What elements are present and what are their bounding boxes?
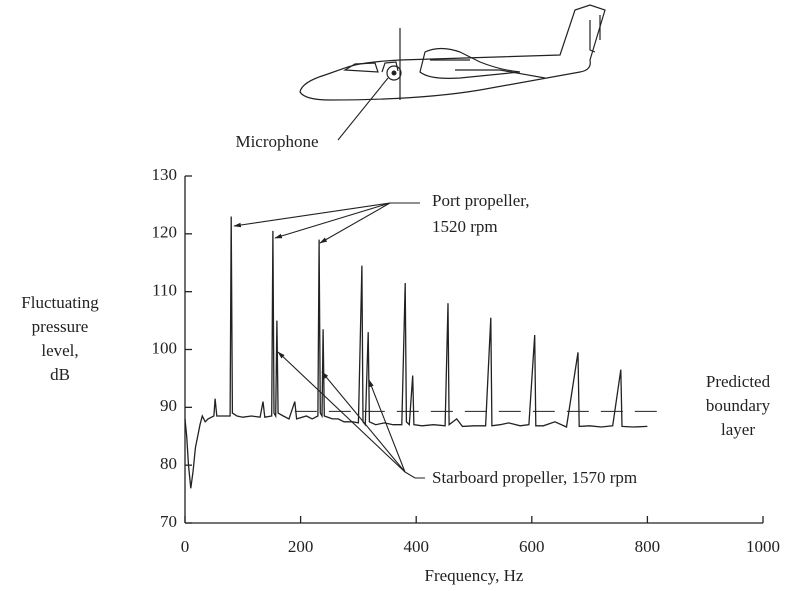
x-axis-label: Frequency, Hz bbox=[425, 566, 524, 585]
spectrum-line bbox=[185, 217, 647, 489]
reference-label: layer bbox=[721, 420, 755, 439]
y-axis-label: level, bbox=[41, 341, 78, 360]
y-tick-label: 90 bbox=[160, 396, 177, 415]
arrow bbox=[234, 203, 390, 226]
arrow bbox=[369, 380, 405, 472]
reference-label: Predicted bbox=[706, 372, 771, 391]
y-tick-label: 130 bbox=[152, 165, 178, 184]
y-tick-label: 110 bbox=[152, 281, 177, 300]
y-axis-label: Fluctuating bbox=[21, 293, 99, 312]
chart: 70 80 90 100 110 120 130 0 200 400 600 800 1000 Frequ… bbox=[0, 0, 790, 591]
arrow bbox=[320, 203, 390, 243]
x-tick-label: 0 bbox=[181, 537, 190, 556]
x-tick-label: 600 bbox=[519, 537, 545, 556]
annotation: Starboard propeller, 1570 rpm bbox=[432, 468, 637, 487]
y-tick-label: 100 bbox=[152, 338, 178, 357]
reference-label: boundary bbox=[706, 396, 771, 415]
y-axis-label: pressure bbox=[32, 317, 89, 336]
x-tick-label: 1000 bbox=[746, 537, 780, 556]
y-tick-label: 70 bbox=[160, 512, 177, 531]
x-tick-label: 200 bbox=[288, 537, 314, 556]
arrow bbox=[275, 203, 390, 238]
arrow bbox=[405, 472, 425, 478]
x-tick-label: 400 bbox=[403, 537, 429, 556]
annotation: Port propeller, bbox=[432, 191, 530, 210]
arrow bbox=[278, 352, 405, 472]
y-tick-label: 120 bbox=[152, 223, 178, 242]
annotation: Microphone bbox=[235, 132, 318, 151]
y-axis-label: dB bbox=[50, 365, 70, 384]
x-tick-label: 800 bbox=[635, 537, 661, 556]
y-tick-label: 80 bbox=[160, 454, 177, 473]
airplane bbox=[300, 5, 605, 140]
annotation: 1520 rpm bbox=[432, 217, 498, 236]
